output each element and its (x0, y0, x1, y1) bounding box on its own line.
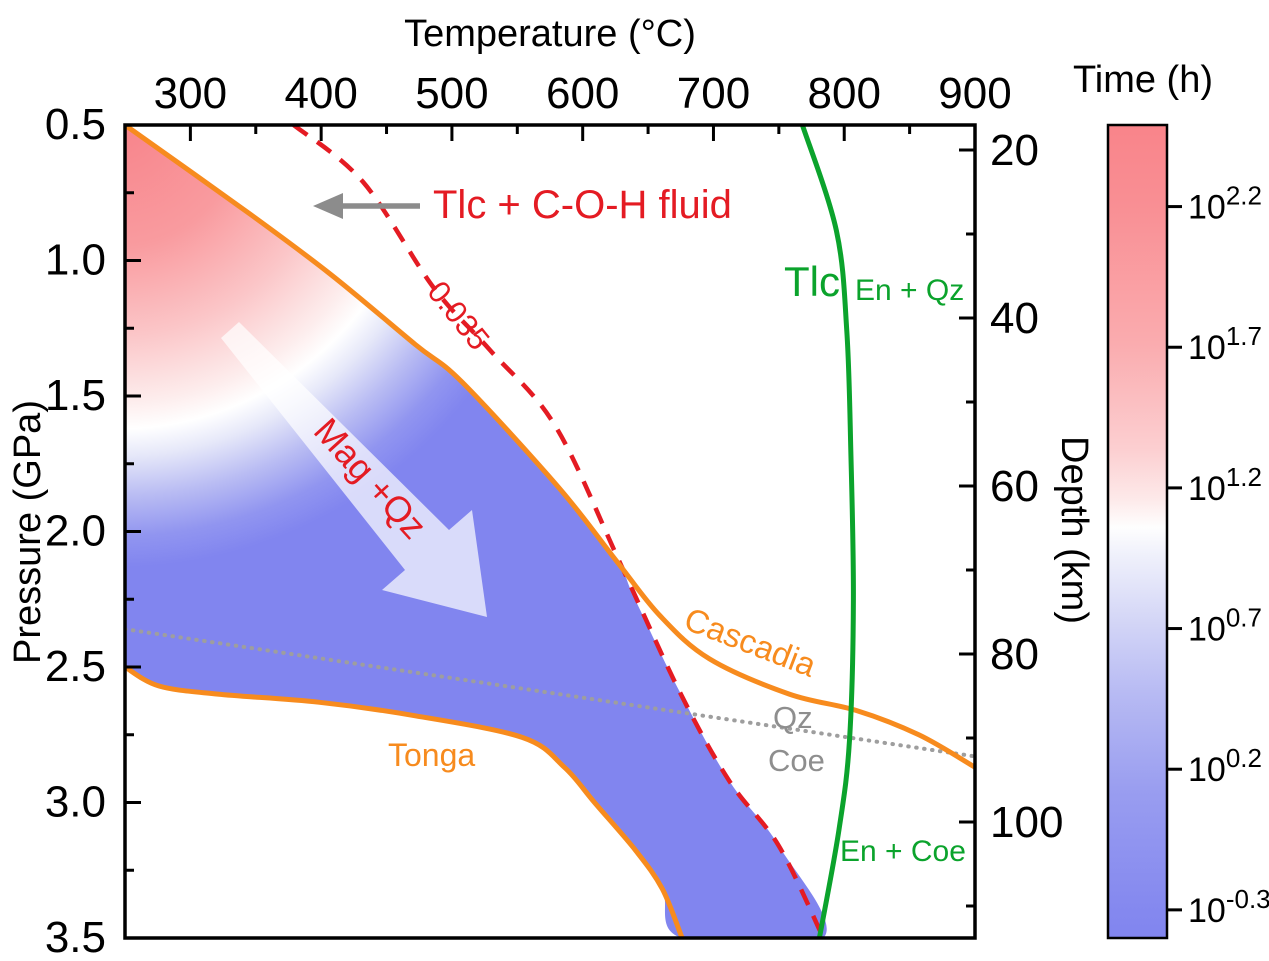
mag-qz-trend-arrow (221, 322, 487, 617)
tlc-coh-fluid-label: Tlc + C-O-H fluid (433, 183, 732, 227)
cascadia-label: Cascadia (679, 600, 821, 684)
left-axis-title: Pressure (GPa) (7, 400, 49, 664)
qz-coe-boundary-curve (125, 627, 975, 759)
left-axis-tick-label: 3.5 (45, 913, 106, 961)
left-axis-tick-label: 0.5 (45, 100, 106, 149)
top-axis-tick-label: 900 (938, 69, 1011, 118)
fluid-direction-arrow-head-icon (313, 193, 343, 219)
qz-label: Qz (773, 700, 813, 735)
top-axis-tick-label: 600 (546, 69, 619, 118)
colorbar-title: Time (h) (1073, 59, 1213, 101)
top-axis-title: Temperature (°C) (404, 13, 696, 55)
right-axis-tick-label: 40 (990, 294, 1039, 343)
field-region-fill (125, 125, 827, 938)
tlc-en-qz-boundary-curve (800, 125, 856, 938)
colorbar (1106, 123, 1169, 940)
colorbar-tick-label: 100.2 (1188, 743, 1262, 789)
right-axis-tick-label: 60 (990, 462, 1039, 511)
right-axis-tick-label: 80 (990, 630, 1039, 679)
left-axis-tick-label: 3.0 (45, 778, 106, 827)
axis-ticks: 300 400 500 600 700 800 900 0.5 1.0 1.5 2.0 2.5 3.0 3… (45, 69, 1064, 961)
top-axis-tick-label: 700 (677, 69, 750, 118)
annotations (221, 193, 487, 617)
colorbar-tick-label: 102.2 (1188, 181, 1262, 227)
colorbar-tick-label: 10-0.3 (1188, 884, 1269, 930)
left-axis-tick-label: 1.0 (45, 236, 106, 285)
right-axis-title: Depth (km) (1053, 436, 1095, 624)
coe-label: Coe (768, 743, 825, 778)
en-coe-label: En + Coe (840, 835, 966, 868)
top-axis-tick-label: 800 (808, 69, 881, 118)
left-axis-tick-label: 2.5 (45, 642, 106, 691)
tonga-geotherm-curve (125, 664, 685, 938)
tlc-label: Tlc (784, 258, 840, 305)
colorbar-ticks: 102.2 101.7 101.2 100.7 100.2 10-0.3 (1167, 181, 1269, 930)
curves-layer (125, 125, 975, 938)
left-axis-tick-label: 2.0 (45, 507, 106, 556)
tonga-label: Tonga (388, 737, 475, 773)
top-axis-tick-label: 300 (154, 69, 227, 118)
isopleth-0035-curve (292, 125, 826, 938)
top-axis-tick-label: 500 (415, 69, 488, 118)
en-qz-label: En + Qz (855, 274, 964, 307)
top-axis-tick-label: 400 (284, 69, 357, 118)
colorbar-tick-label: 101.7 (1188, 321, 1262, 367)
colorbar-tick-label: 100.7 (1188, 603, 1262, 649)
right-axis-tick-label: 100 (990, 798, 1063, 847)
left-axis-tick-label: 1.5 (45, 371, 106, 420)
time-colormap-field (125, 125, 827, 938)
right-axis-tick-label: 20 (990, 126, 1039, 175)
colorbar-tick-label: 101.2 (1188, 462, 1262, 508)
